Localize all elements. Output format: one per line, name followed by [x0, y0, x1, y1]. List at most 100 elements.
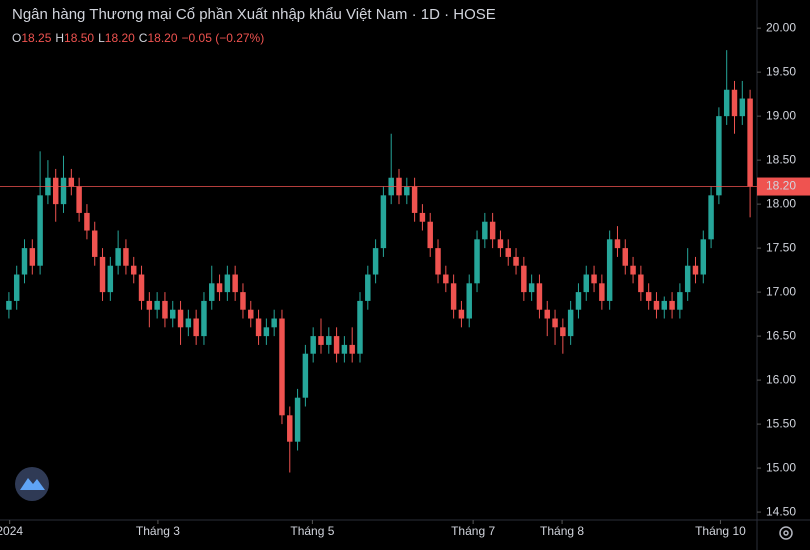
candle-body [372, 248, 379, 275]
x-tick-label: Tháng 5 [290, 524, 334, 538]
candle-body [560, 327, 566, 337]
candle-body [216, 283, 223, 293]
candle-body [544, 309, 550, 319]
candle-body [271, 318, 277, 328]
candle-body [248, 309, 254, 319]
candle-body [700, 239, 707, 275]
y-tick-label: 16.50 [766, 328, 796, 342]
candle-body [193, 318, 199, 337]
x-tick-label: Tháng 7 [451, 524, 495, 538]
logo[interactable] [15, 467, 49, 501]
y-tick-label: 17.00 [766, 284, 796, 298]
candle-body [224, 274, 231, 293]
y-tick-label: 20.00 [766, 20, 796, 34]
settings-button[interactable] [779, 526, 793, 540]
candle-body [692, 265, 699, 275]
candle-body [435, 248, 441, 275]
candle-body [466, 283, 472, 319]
candle-body [107, 265, 114, 293]
candle-body [716, 116, 722, 196]
y-tick-label: 15.50 [766, 416, 796, 430]
candle-body [747, 98, 753, 187]
ohlc-key: C [139, 31, 148, 45]
chart-title: Ngân hàng Thương mại Cổ phần Xuất nhập k… [12, 6, 496, 23]
candle-body [255, 318, 262, 337]
ohlc-key: O [12, 31, 21, 45]
candle-body [357, 300, 363, 354]
candle-body [13, 274, 20, 301]
candle-body [131, 265, 137, 275]
candle-body [474, 239, 480, 284]
candle-body [583, 274, 589, 293]
candle-body [536, 283, 543, 310]
x-tick-label: 2024 [0, 524, 23, 538]
candle-body [669, 300, 675, 310]
ohlc-value: 18.20 [147, 31, 177, 45]
candle-body [708, 195, 714, 240]
candle-body [294, 397, 301, 442]
candle-body [684, 265, 691, 293]
candle-body [419, 212, 426, 222]
ohlc-key: L [98, 31, 105, 45]
candle-body [349, 344, 355, 354]
candle-body [630, 265, 636, 275]
candle-body [60, 177, 67, 205]
candle-body [99, 256, 106, 293]
y-tick-label: 15.00 [766, 460, 796, 474]
candle-body [404, 186, 410, 196]
candle-body [411, 186, 418, 213]
candle-body [458, 309, 465, 319]
candle-body [123, 248, 129, 266]
y-tick-label: 14.50 [766, 504, 796, 518]
candle-body [365, 274, 371, 301]
candle-body [279, 318, 285, 416]
plot-area [6, 50, 753, 473]
candle-body [146, 300, 153, 310]
candle-body [731, 89, 738, 117]
y-tick-label: 18.00 [766, 196, 796, 210]
y-tick-label: 19.50 [766, 64, 796, 78]
y-tick-label: 16.00 [766, 372, 796, 386]
candle-body [201, 300, 207, 337]
candle-body [240, 292, 246, 310]
candle-body [91, 230, 98, 257]
candle-body [115, 248, 121, 266]
candle-body [232, 274, 238, 293]
ohlc-legend: O18.25 H18.50 L18.20 C18.20 −0.05 (−0.27%) [12, 31, 264, 45]
candle-body [6, 300, 12, 310]
candle-body [333, 336, 340, 354]
candle-body [505, 248, 511, 257]
candle-body [591, 274, 597, 284]
candle-body [606, 239, 613, 301]
candle-body [661, 300, 668, 310]
candle-body [427, 221, 433, 249]
candle-body [37, 195, 43, 266]
candle-body [76, 186, 82, 213]
candle-body [739, 98, 746, 117]
candle-body [52, 177, 59, 205]
x-tick-label: Tháng 8 [540, 524, 584, 538]
ohlc-value: 18.25 [21, 31, 51, 45]
candle-body [638, 274, 644, 293]
candle-body [575, 292, 582, 310]
candle-body [263, 327, 270, 337]
candle-body [614, 239, 621, 249]
x-tick-label: Tháng 10 [695, 524, 746, 538]
candle-body [177, 309, 184, 328]
candle-body [450, 283, 457, 310]
candle-body [84, 212, 90, 231]
y-tick-label: 17.50 [766, 240, 796, 254]
candle-body [677, 292, 683, 310]
candle-body [29, 248, 36, 266]
candle-body [622, 248, 628, 266]
candle-body [645, 292, 652, 301]
candle-body [489, 221, 496, 240]
last-price-box [757, 177, 810, 196]
candle-body [138, 274, 145, 301]
ohlc-value: 18.20 [105, 31, 135, 45]
candle-body [497, 239, 504, 249]
candle-body [154, 300, 160, 310]
candle-body [185, 318, 192, 328]
